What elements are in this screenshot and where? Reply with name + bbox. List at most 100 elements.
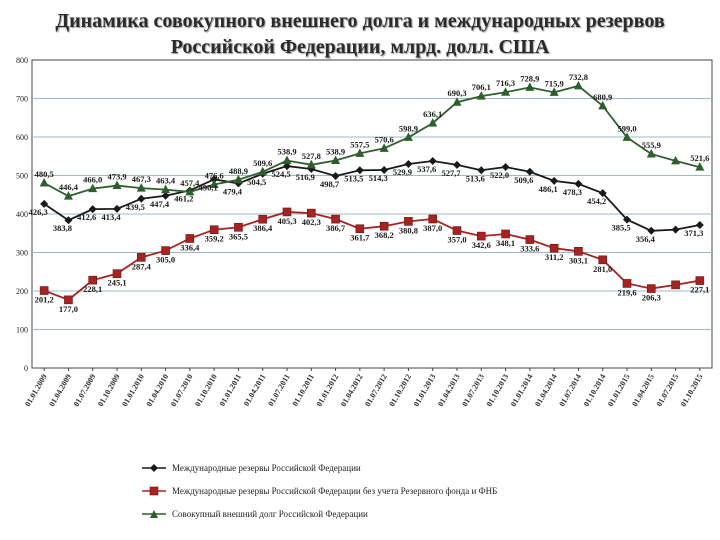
data-point-triangle xyxy=(695,162,705,171)
data-label: 715,9 xyxy=(545,78,564,88)
x-tick-label: 01.10.2015 xyxy=(679,373,705,409)
data-label: 706,1 xyxy=(472,82,491,92)
data-point-triangle xyxy=(525,82,535,91)
data-point-diamond xyxy=(331,172,340,181)
data-point-diamond xyxy=(64,216,73,225)
legend-diamond-marker xyxy=(142,463,166,472)
data-label: 177,0 xyxy=(59,304,78,314)
data-label: 359,2 xyxy=(205,234,224,244)
data-label: 466,0 xyxy=(83,175,102,185)
data-label: 598,9 xyxy=(399,123,418,133)
data-point-triangle xyxy=(282,155,292,165)
data-label: 305,0 xyxy=(156,255,175,265)
data-point-triangle xyxy=(379,143,389,152)
data-label: 529,9 xyxy=(393,167,412,177)
x-tick-label: 01.04.2011 xyxy=(242,373,268,408)
data-label: 457,4 xyxy=(180,178,200,188)
data-point-square xyxy=(428,214,438,224)
data-label: 227,1 xyxy=(690,285,709,295)
data-point-square xyxy=(355,224,365,234)
data-label: 336,4 xyxy=(180,242,200,252)
x-tick-label: 01.10.2012 xyxy=(387,373,413,409)
data-label: 480,5 xyxy=(35,169,54,179)
data-label: 386,4 xyxy=(253,223,273,233)
x-tick-label: 01.10.2013 xyxy=(485,372,511,408)
data-label: 513,6 xyxy=(466,173,485,183)
data-label: 524,5 xyxy=(271,169,290,179)
data-label: 281,0 xyxy=(593,264,612,274)
data-point-triangle xyxy=(331,155,341,165)
data-point-triangle xyxy=(233,174,243,184)
data-point-diamond xyxy=(404,159,413,168)
chart-title-line-1: Динамика совокупного внешнего долга и ме… xyxy=(55,10,665,32)
legend-item-reserves-excl-funds: Международные резервы Российской Федерац… xyxy=(142,479,497,502)
x-tick-label: 01.01.2010 xyxy=(120,373,146,409)
x-tick-label: 01.04.2012 xyxy=(339,373,365,409)
data-label: 454,2 xyxy=(587,196,606,206)
data-point-diamond xyxy=(525,167,534,176)
x-tick-label: 01.10.2010 xyxy=(193,373,219,409)
data-label: 527,7 xyxy=(441,168,461,178)
data-label: 383,8 xyxy=(53,223,72,233)
data-label: 680,9 xyxy=(593,92,612,102)
data-label: 245,1 xyxy=(107,278,126,288)
data-point-triangle xyxy=(88,183,98,193)
legend-label: Международные резервы Российской Федерац… xyxy=(172,462,361,473)
x-tick-label: 01.10.2014 xyxy=(582,373,608,409)
data-point-triangle xyxy=(306,159,316,169)
data-label: 599,0 xyxy=(617,123,636,133)
data-point-triangle xyxy=(501,87,511,96)
data-point-triangle xyxy=(185,186,195,196)
data-point-diamond xyxy=(113,204,121,213)
data-point-square xyxy=(574,247,583,256)
data-label: 371,3 xyxy=(684,228,703,238)
data-label: 356,4 xyxy=(636,234,656,244)
data-point-diamond xyxy=(283,162,291,171)
y-tick-label: 100 xyxy=(16,326,28,335)
x-tick-label: 01.01.2013 xyxy=(412,373,438,409)
data-point-square xyxy=(646,284,656,293)
data-point-triangle xyxy=(112,180,122,190)
data-point-diamond xyxy=(623,215,631,224)
data-label: 467,3 xyxy=(132,174,151,184)
x-tick-label: 01.10.2009 xyxy=(96,373,122,409)
data-point-triangle xyxy=(403,132,413,141)
y-tick-label: 800 xyxy=(16,56,28,65)
y-tick-label: 700 xyxy=(16,95,28,104)
data-label: 342,6 xyxy=(472,240,491,250)
data-point-square xyxy=(39,286,49,295)
data-label: 504,5 xyxy=(247,177,266,187)
data-point-triangle xyxy=(355,148,365,157)
data-point-triangle xyxy=(646,148,656,158)
x-tick-label: 01.07.2013 xyxy=(460,373,486,409)
data-point-diamond xyxy=(598,189,607,198)
data-point-diamond xyxy=(428,157,437,166)
data-label: 348,1 xyxy=(496,238,515,248)
data-point-diamond xyxy=(380,165,389,174)
data-point-square xyxy=(598,255,608,265)
data-point-square xyxy=(234,222,243,232)
data-label: 488,9 xyxy=(229,166,248,176)
data-label: 537,6 xyxy=(417,164,436,174)
data-label: 439,5 xyxy=(126,202,145,212)
series-line xyxy=(43,211,701,301)
data-label: 486,1 xyxy=(539,184,558,194)
data-label: 728,9 xyxy=(520,73,539,83)
data-point-square xyxy=(476,231,486,241)
data-label: 412,6 xyxy=(77,212,96,222)
y-tick-label: 0 xyxy=(24,364,28,373)
data-label: 447,4 xyxy=(150,199,170,209)
x-axis: 01.01.200901.04.200901.07.200901.10.2009… xyxy=(23,368,705,408)
x-tick-label: 01.07.2011 xyxy=(266,373,292,408)
data-point-square xyxy=(379,221,389,231)
data-label: 361,7 xyxy=(350,233,370,243)
data-point-diamond xyxy=(550,176,559,185)
data-label: 690,3 xyxy=(447,88,466,98)
data-label: 333,6 xyxy=(520,244,539,254)
data-label: 357,0 xyxy=(447,235,466,245)
data-point-square xyxy=(549,243,559,253)
data-label: 368,2 xyxy=(375,230,394,240)
data-point-square xyxy=(525,235,535,244)
data-label: 287,4 xyxy=(132,261,152,271)
series-group xyxy=(39,80,705,305)
